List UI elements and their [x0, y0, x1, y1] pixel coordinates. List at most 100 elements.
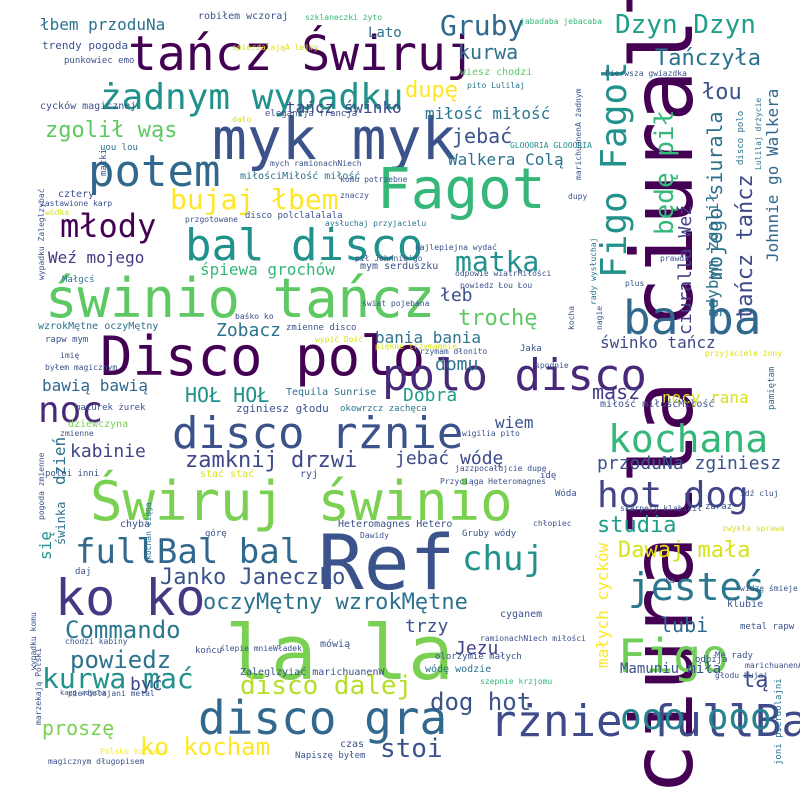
cloud-word: Dzyn Dzyn [615, 10, 756, 40]
cloud-word: Lulilaj drżycie [754, 97, 763, 170]
cloud-word: gdybym zgolił [703, 192, 722, 318]
cloud-word: Zaleglzyiać marichuanenW [240, 667, 385, 678]
cloud-word: się [36, 531, 55, 560]
cloud-word: ko kocham [140, 733, 271, 761]
cloud-word: odbija [695, 655, 728, 665]
cloud-word: Jaka [520, 344, 542, 354]
cloud-word: przyjaciele żony [705, 349, 783, 358]
cloud-word: prawda [660, 254, 689, 263]
cloud-word: poloi inni [45, 469, 100, 479]
cloud-word: Tequila Sunrise [286, 387, 377, 398]
cloud-word: Wóda [555, 489, 577, 499]
cloud-word: Przyciąga Heteromagnes [440, 477, 546, 486]
cloud-word: kabinie [70, 441, 146, 462]
cloud-word: miłość miłość [425, 104, 551, 123]
cloud-word: mym serduszku [360, 261, 439, 272]
cloud-word: Polsko kochano [100, 747, 168, 756]
cloud-word: mazurek żurek [75, 403, 146, 413]
cloud-word: jebać wódę [395, 448, 504, 469]
cloud-word: świnka [54, 501, 68, 545]
cloud-word: disco rżnie [172, 408, 464, 459]
cloud-word: ko ko [55, 569, 206, 627]
cloud-word: disco dalej [240, 671, 413, 701]
cloud-word: rżnie fullBal [490, 696, 800, 747]
cloud-word: baśko ko [235, 312, 274, 321]
cloud-word: widzę śmieje [740, 584, 798, 593]
cloud-word: rapw mym [45, 335, 89, 345]
cloud-word: ślepie mnieWładek [220, 644, 302, 653]
cloud-word: trochę [458, 306, 538, 331]
cloud-word: masz [592, 380, 641, 404]
cloud-word: bal disco [185, 220, 424, 271]
cloud-word: być [130, 674, 163, 695]
cloud-word: stać stać [200, 469, 255, 480]
cloud-word: Heteromagnes Hetero [338, 519, 453, 530]
cloud-word: wigilia pito [462, 429, 520, 438]
cloud-word: okowrzcz zachęca [340, 404, 427, 414]
cloud-word: lubi [660, 613, 709, 637]
cloud-word: Świruj świnio [90, 470, 513, 533]
cloud-word: trendy pogoda [42, 39, 129, 52]
cloud-word: wiem [495, 413, 534, 432]
cloud-word: Zobacz [216, 320, 282, 341]
cloud-word: Figo Fagot [594, 61, 635, 278]
cloud-word: GLOOORIA GLOOORIA [510, 141, 592, 150]
cloud-word: dog hot [430, 688, 532, 716]
cloud-word: kocha [567, 305, 576, 330]
cloud-word: Me rady [715, 651, 753, 661]
cloud-word: chuj [462, 539, 544, 579]
cloud-word: łou [702, 80, 742, 105]
cloud-word: wypić Dość [315, 335, 364, 344]
cloud-word: szepnie krzjomu [480, 677, 553, 686]
cloud-word: matka [455, 245, 540, 278]
cloud-word: górę [205, 529, 227, 539]
cloud-word: dało [232, 115, 252, 124]
cloud-word: cycków magicznej [40, 101, 137, 112]
cloud-word: disco polclalalala [245, 211, 343, 221]
cloud-word: HOŁ HOŁ [185, 383, 270, 407]
cloud-word: jabadaba jebacaba [520, 17, 602, 26]
cloud-word: idź cluj [740, 489, 779, 498]
cloud-word: uou lou [100, 143, 138, 153]
cloud-word: bania bania [375, 328, 481, 347]
cloud-word: kurwa mać [42, 662, 194, 695]
cloud-word: Fagot [377, 157, 546, 222]
cloud-word: klubie [727, 599, 764, 610]
cloud-word: Ca [665, 576, 675, 585]
cloud-word: Dobra [403, 385, 458, 406]
cloud-word: Tańczyła [655, 46, 761, 71]
cloud-word: spodnie [535, 361, 569, 370]
cloud-word: hot dog [597, 475, 749, 516]
cloud-word: szklaneczki żyto [305, 13, 383, 22]
cloud-word: punkowiec emo [64, 56, 135, 66]
cloud-word: Napiszę byłem [295, 751, 366, 761]
cloud-word: trzymam dłonito [415, 347, 488, 356]
cloud-word: żadnym wypadku [100, 77, 404, 118]
cloud-word: ryj [300, 469, 319, 480]
cloud-word: dziewczyna [68, 419, 129, 430]
cloud-word: powiedz [70, 646, 172, 674]
cloud-word: tańcz tańcz [733, 174, 758, 320]
cloud-word: magicznym długopisem [48, 757, 145, 766]
cloud-word: daj [75, 567, 92, 577]
cloud-word: idę [540, 471, 557, 481]
cloud-word: piękne trzymamnie [375, 342, 457, 351]
cloud-word: trzy [405, 616, 449, 637]
cloud-word: spierdalająA lejmy [232, 43, 319, 52]
cloud-word: pito Lulilaj [467, 81, 525, 90]
cloud-word: polo disco [382, 350, 647, 401]
cloud-word: chodzi kabiny [65, 637, 128, 646]
cloud-word: studia [597, 513, 677, 538]
cloud-word: zgolił wąs [45, 118, 178, 143]
cloud-word: powiedz Łou Łou [460, 281, 533, 290]
cloud-word: Walkera Colą [448, 150, 564, 169]
cloud-word: dupę [405, 78, 458, 103]
cloud-word: zamknij drzwi [185, 448, 358, 473]
cloud-word: Commando [65, 616, 181, 644]
cloud-word: małych cycków [593, 542, 612, 668]
cloud-word: Ref [318, 518, 456, 607]
cloud-word: wódę wodzie [425, 664, 492, 675]
cloud-word: disco polo [736, 110, 746, 165]
cloud-word: rady wysłuchaj [589, 237, 598, 305]
cloud-word: miłościMiłość miłość [240, 171, 361, 182]
